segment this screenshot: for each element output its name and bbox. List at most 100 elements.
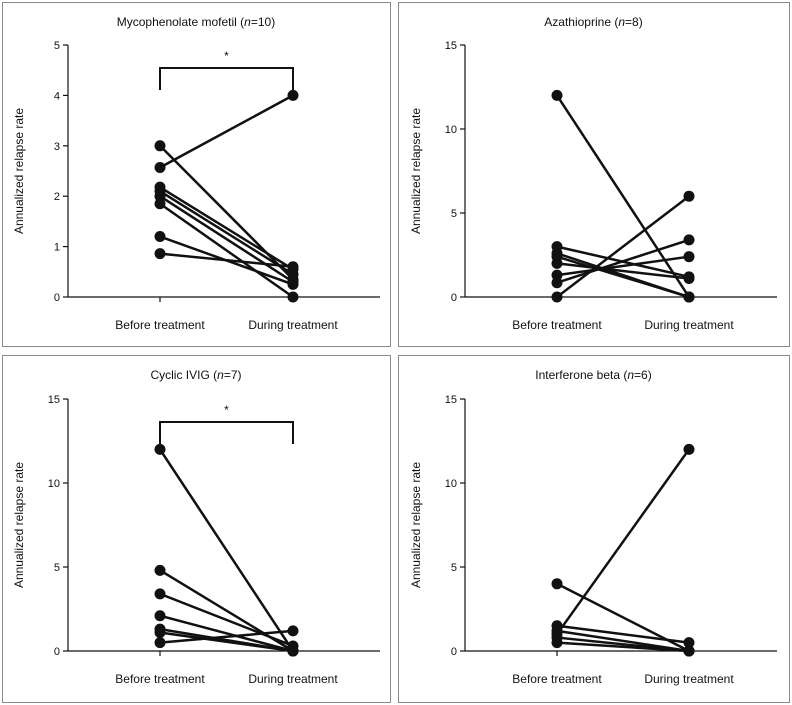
- panel-border: [2, 2, 391, 347]
- x-tick-label: During treatment: [248, 318, 338, 332]
- y-tick-label: 5: [451, 562, 457, 574]
- data-point-before: [154, 564, 166, 576]
- y-tick-label: 5: [451, 208, 457, 220]
- data-point-before: [154, 637, 166, 649]
- data-point-before: [154, 198, 166, 210]
- series-line: [556, 624, 690, 644]
- data-point-before: [551, 257, 563, 269]
- chart-title-prefix: Interferone beta (: [535, 368, 627, 382]
- series-line: [556, 262, 690, 280]
- data-point-during: [683, 190, 695, 202]
- significance-bracket: [159, 421, 294, 444]
- data-point-before: [551, 637, 563, 649]
- chart-title-prefix: Mycophenolate mofetil (: [117, 15, 244, 29]
- significance-marker: *: [224, 49, 229, 63]
- data-point-during: [287, 268, 299, 280]
- chart-title-suffix: =7): [224, 368, 242, 382]
- chart-title: Cyclic IVIG (n=7): [150, 368, 241, 382]
- series-line: [159, 94, 294, 169]
- y-tick-label: 10: [445, 124, 457, 136]
- chart-title: Interferone beta (n=6): [535, 368, 651, 382]
- series-line: [159, 195, 294, 283]
- chart-title: Mycophenolate mofetil (n=10): [117, 15, 275, 29]
- y-axis-label: Annualized relapse rate: [12, 462, 26, 588]
- x-tick-label: Before treatment: [115, 672, 205, 686]
- series-line: [159, 592, 294, 648]
- y-tick-label: 10: [48, 478, 60, 490]
- data-point-before: [154, 248, 166, 260]
- panel-border: [398, 2, 790, 347]
- y-tick-label: 0: [54, 292, 60, 304]
- data-point-during: [287, 625, 299, 637]
- series-line: [159, 190, 294, 276]
- chart-title-n: n: [244, 15, 251, 29]
- chart-title-n: n: [618, 15, 625, 29]
- series-line: [158, 448, 295, 652]
- data-point-before: [154, 231, 166, 243]
- y-tick-label: 15: [445, 40, 457, 52]
- x-tick-label: During treatment: [248, 672, 338, 686]
- y-tick-label: 0: [451, 646, 457, 658]
- data-point-during: [683, 645, 695, 657]
- data-point-during: [683, 443, 695, 455]
- series-line: [159, 252, 294, 269]
- data-point-before: [154, 161, 166, 173]
- y-tick-label: 5: [54, 562, 60, 574]
- data-point-before: [154, 190, 166, 202]
- chart-panel-4: Interferone beta (n=6) 0 5 10 15 Before treat…: [398, 355, 790, 703]
- y-tick-label: 2: [54, 191, 60, 203]
- chart-title-prefix: Azathioprine (: [544, 15, 618, 29]
- series-line: [159, 631, 294, 653]
- data-point-during: [287, 291, 299, 303]
- chart-title-n: n: [627, 368, 634, 382]
- series-line: [159, 202, 294, 299]
- y-tick-label: 15: [48, 394, 60, 406]
- y-axis-label: Annualized relapse rate: [409, 108, 423, 234]
- series-line: [159, 614, 294, 653]
- x-tick-label: During treatment: [644, 318, 734, 332]
- y-tick-label: 10: [445, 478, 457, 490]
- chart-title-prefix: Cyclic IVIG (: [150, 368, 217, 382]
- chart-title-n: n: [217, 368, 224, 382]
- chart-title-suffix: =10): [251, 15, 275, 29]
- x-tick-label: Before treatment: [512, 672, 602, 686]
- y-tick-label: 3: [54, 141, 60, 153]
- data-point-before: [551, 277, 563, 289]
- data-point-during: [287, 645, 299, 657]
- data-point-before: [154, 610, 166, 622]
- series-line: [159, 144, 294, 281]
- x-tick-label: Before treatment: [512, 318, 602, 332]
- data-point-during: [287, 89, 299, 101]
- chart-panel-3: Cyclic IVIG (n=7) 0 5 10 15 Before treatment D…: [2, 355, 391, 703]
- series-line: [556, 255, 690, 277]
- chart-title-suffix: =8): [625, 15, 643, 29]
- significance-bracket: [159, 67, 294, 90]
- series-line: [556, 641, 690, 653]
- significance-marker: *: [224, 403, 229, 417]
- data-point-before: [551, 578, 563, 590]
- series-line: [159, 629, 294, 644]
- series-line: [159, 186, 294, 271]
- panel-border: [2, 355, 391, 703]
- data-point-during: [683, 273, 695, 285]
- data-point-before: [154, 443, 166, 455]
- data-point-during: [683, 291, 695, 303]
- data-point-during: [683, 637, 695, 649]
- y-axis-label: Annualized relapse rate: [409, 462, 423, 588]
- data-point-before: [154, 588, 166, 600]
- y-tick-label: 0: [451, 292, 457, 304]
- x-tick-label: During treatment: [644, 672, 734, 686]
- data-point-during: [287, 261, 299, 273]
- y-tick-label: 1: [54, 242, 60, 254]
- chart-title-suffix: =6): [634, 368, 652, 382]
- data-point-during: [683, 234, 695, 246]
- chart-panel-2: Azathioprine (n=8) 0 5 10 15 Before treatment…: [398, 2, 790, 347]
- series-line: [555, 448, 691, 635]
- y-tick-label: 0: [54, 646, 60, 658]
- y-tick-label: 4: [54, 90, 60, 102]
- data-point-during: [683, 251, 695, 263]
- data-point-during: [287, 278, 299, 290]
- chart-panel-1: Mycophenolate mofetil (n=10) 0 1 2 3 4 5 Before…: [2, 2, 391, 347]
- data-point-before: [154, 140, 166, 152]
